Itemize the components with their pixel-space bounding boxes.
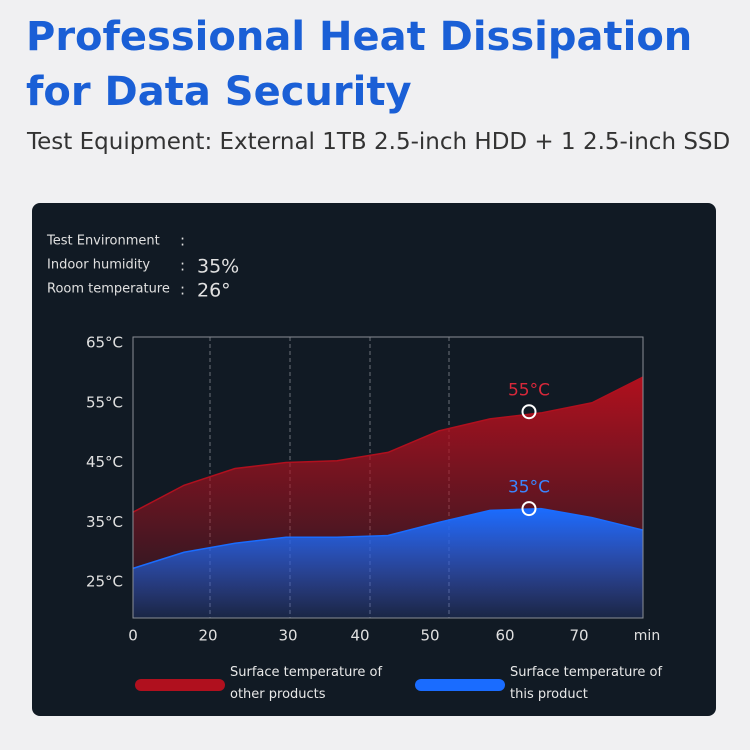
x-tick-label: 0 (128, 627, 138, 645)
legend-swatch (135, 679, 225, 691)
x-tick-label: 20 (198, 627, 217, 645)
env-label: Room temperature (47, 282, 170, 297)
colon: : (180, 232, 185, 250)
annotation-marker (521, 404, 537, 420)
colon: : (180, 281, 185, 299)
x-tick-label: 60 (495, 627, 514, 645)
colon: : (180, 257, 185, 275)
env-label: Indoor humidity (47, 258, 150, 273)
x-tick-label: 40 (350, 627, 369, 645)
title: Professional Heat Dissipation for Data S… (26, 14, 693, 115)
x-unit: min (634, 628, 660, 644)
subtitle: Test Equipment: External 1TB 2.5-inch HD… (27, 129, 731, 155)
x-tick-label: 30 (278, 627, 297, 645)
env-value: 26° (197, 280, 231, 302)
legend-label: Surface temperature of this product (510, 665, 663, 702)
line (132, 376, 644, 513)
env-value: 35% (197, 256, 239, 278)
env-heading: Test Environment (46, 234, 160, 249)
y-tick-label: 45°C (86, 453, 123, 471)
annotation-label: 35°C (508, 478, 550, 498)
y-tick-label: 25°C (86, 573, 123, 591)
y-tick-label: 65°C (86, 333, 123, 351)
line (132, 507, 644, 570)
y-tick-label: 35°C (86, 513, 123, 531)
y-tick-label: 55°C (86, 393, 123, 411)
area (133, 508, 643, 618)
legend-label: Surface temperature of other products (230, 665, 383, 702)
legend-swatch (415, 679, 505, 691)
x-tick-label: 70 (569, 627, 588, 645)
annotation-marker (521, 501, 537, 517)
x-tick-label: 50 (420, 627, 439, 645)
annotation-label: 55°C (508, 381, 550, 401)
plot-frame (132, 336, 644, 619)
